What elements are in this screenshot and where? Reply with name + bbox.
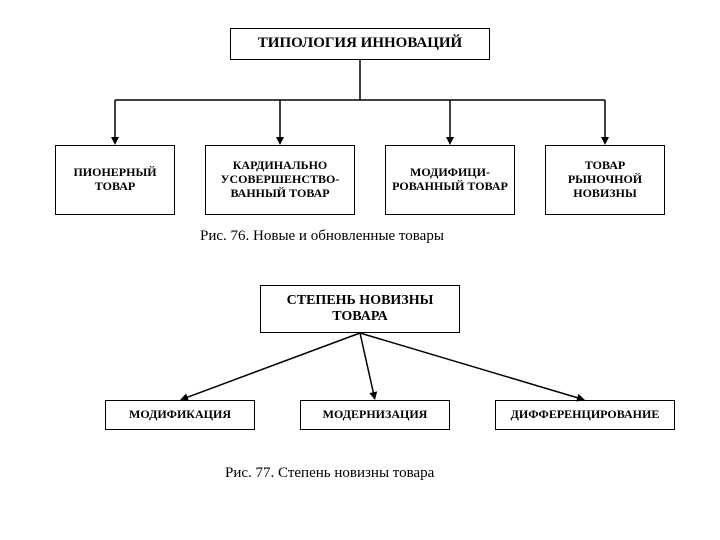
d1-child-label-3: ТОВАР РЫНОЧНОЙ НОВИЗНЫ: [552, 159, 658, 200]
d2-connectors: [0, 0, 720, 540]
d1-child-label-2: МОДИФИЦИ-РОВАННЫЙ ТОВАР: [392, 166, 508, 194]
d2-caption-text: Рис. 77. Степень новизны товара: [225, 465, 434, 481]
d1-child-box-2: МОДИФИЦИ-РОВАННЫЙ ТОВАР: [385, 145, 515, 215]
d2-root-label: СТЕПЕНЬ НОВИЗНЫ ТОВАРА: [267, 293, 453, 325]
d1-child-label-1: КАРДИНАЛЬНО УСОВЕРШЕНСТВО-ВАННЫЙ ТОВАР: [212, 159, 348, 200]
d2-child-box-0: МОДИФИКАЦИЯ: [105, 400, 255, 430]
d1-child-box-0: ПИОНЕРНЫЙ ТОВАР: [55, 145, 175, 215]
d1-connectors: [0, 0, 720, 540]
d1-caption: Рис. 76. Новые и обновленные товары: [200, 228, 444, 245]
d2-child-label-0: МОДИФИКАЦИЯ: [129, 408, 231, 422]
d1-child-label-0: ПИОНЕРНЫЙ ТОВАР: [62, 166, 168, 194]
d2-child-box-2: ДИФФЕРЕНЦИРОВАНИЕ: [495, 400, 675, 430]
d1-child-box-1: КАРДИНАЛЬНО УСОВЕРШЕНСТВО-ВАННЫЙ ТОВАР: [205, 145, 355, 215]
d1-root-label: ТИПОЛОГИЯ ИННОВАЦИЙ: [258, 35, 462, 52]
d2-child-label-1: МОДЕРНИЗАЦИЯ: [323, 408, 428, 422]
d2-child-label-2: ДИФФЕРЕНЦИРОВАНИЕ: [511, 408, 660, 422]
d1-child-box-3: ТОВАР РЫНОЧНОЙ НОВИЗНЫ: [545, 145, 665, 215]
d1-root-box: ТИПОЛОГИЯ ИННОВАЦИЙ: [230, 28, 490, 60]
d2-child-box-1: МОДЕРНИЗАЦИЯ: [300, 400, 450, 430]
d2-caption: Рис. 77. Степень новизны товара: [225, 465, 434, 482]
d1-caption-text: Рис. 76. Новые и обновленные товары: [200, 228, 444, 244]
d2-root-box: СТЕПЕНЬ НОВИЗНЫ ТОВАРА: [260, 285, 460, 333]
